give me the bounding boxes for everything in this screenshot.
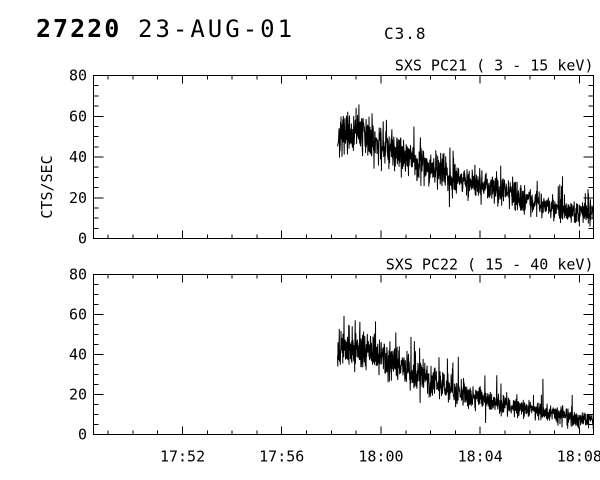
panel-pc21-frame — [93, 75, 594, 239]
panel-pc22-ytick-label: 0 — [78, 426, 87, 444]
panel-pc22-ytick-label: 20 — [69, 386, 87, 404]
panel-pc22-title: SXS PC22 ( 15 - 40 keV) — [386, 256, 594, 274]
panel-pc22-xtick-label: 18:08 — [557, 448, 600, 466]
panel-pc21-ytick-label: 0 — [78, 230, 87, 248]
goes-class-label: C3.8 — [384, 24, 427, 43]
panel-pc21-ylabel: CTS/SEC — [38, 155, 56, 218]
panel-pc21-ytick-label: 20 — [69, 189, 87, 207]
panel-pc22-xtick-label: 17:52 — [160, 448, 205, 466]
panel-pc22-ytick-label: 80 — [69, 266, 87, 284]
panel-pc22-xtick-label: 17:56 — [259, 448, 304, 466]
panel-pc22-xtick-label: 18:00 — [358, 448, 403, 466]
panel-pc22-xtick-label: 18:04 — [458, 448, 503, 466]
panel-pc22-series — [337, 315, 594, 430]
panel-pc21-ytick-label: 60 — [69, 107, 87, 125]
panel-pc22-ytick-label: 60 — [69, 306, 87, 324]
sequence-number: 27220 — [36, 14, 122, 43]
panel-pc21-series — [337, 104, 594, 227]
observation-date: 23-AUG-01 — [138, 15, 296, 43]
panel-pc21-ytick-label: 80 — [69, 67, 87, 85]
panel-pc21-title: SXS PC21 ( 3 - 15 keV) — [395, 57, 594, 75]
panel-pc22-ytick-label: 40 — [69, 346, 87, 364]
panel-pc21-ytick-label: 40 — [69, 148, 87, 166]
